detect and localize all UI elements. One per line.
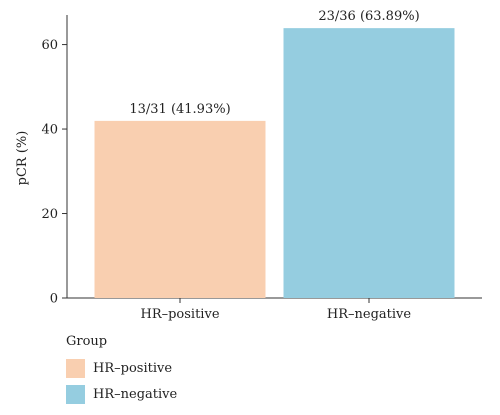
bar-data-label: 23/36 (63.89%) (318, 9, 419, 24)
y-tick-label: 60 (41, 38, 58, 53)
legend-swatch-hr-positive (66, 358, 85, 378)
y-tick-label: 40 (41, 123, 58, 138)
legend-item-hr-negative: HR–negative (66, 383, 177, 405)
x-tick-label: HR–positive (140, 307, 219, 322)
bar (94, 120, 266, 298)
legend-label-hr-positive: HR–positive (93, 360, 173, 376)
y-ticks: 0 20 40 60 (41, 38, 67, 307)
legend-title: Group (66, 334, 108, 349)
bar (283, 28, 455, 299)
x-ticks: HR–positive HR–negative (140, 298, 411, 322)
y-tick-label: 0 (50, 292, 58, 307)
bars: 13/31 (41.93%) 23/36 (63.89%) (94, 9, 455, 299)
bar-data-label: 13/31 (41.93%) (129, 102, 230, 117)
legend-item-hr-positive: HR–positive (66, 357, 177, 379)
y-axis-label: pCR (%) (15, 131, 30, 186)
y-tick-label: 20 (41, 207, 58, 222)
x-tick-label: HR–negative (327, 307, 411, 322)
legend: Group HR–positive HR–negative (66, 334, 177, 409)
legend-label-hr-negative: HR–negative (93, 386, 178, 402)
legend-swatch-hr-negative (66, 384, 85, 404)
